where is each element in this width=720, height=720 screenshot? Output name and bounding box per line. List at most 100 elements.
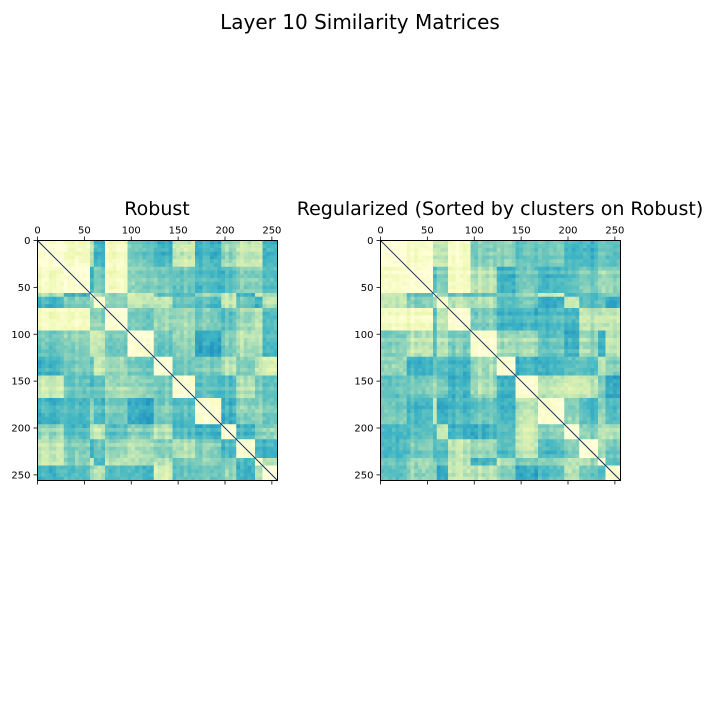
heatmap-cell	[97, 251, 102, 256]
heatmap-cell	[598, 251, 603, 256]
heatmap-cell	[403, 259, 408, 264]
heatmap-cell	[225, 278, 230, 283]
heatmap-cell	[183, 375, 188, 380]
heatmap-cell	[228, 364, 233, 369]
heatmap-cell	[388, 263, 393, 268]
heatmap-cell	[195, 386, 200, 391]
heatmap-cell	[63, 270, 68, 275]
heatmap-cell	[101, 341, 106, 346]
heatmap-cell	[60, 353, 65, 358]
heatmap-cell	[180, 461, 185, 466]
heatmap-cell	[429, 281, 434, 286]
heatmap-cell	[108, 315, 113, 320]
heatmap-cell	[228, 435, 233, 440]
heatmap-cell	[60, 293, 65, 298]
heatmap-cell	[195, 450, 200, 455]
heatmap-cell	[221, 420, 226, 425]
heatmap-cell	[172, 371, 177, 376]
heatmap-cell	[191, 349, 196, 354]
heatmap-cell	[105, 304, 110, 309]
heatmap-cell	[131, 285, 136, 290]
heatmap-cell	[56, 443, 61, 448]
heatmap-cell	[105, 323, 110, 328]
heatmap-cell	[56, 281, 61, 286]
heatmap-cell	[153, 439, 158, 444]
heatmap-cell	[273, 461, 278, 466]
heatmap-cell	[168, 326, 173, 331]
heatmap-cell	[236, 289, 241, 294]
heatmap-cell	[176, 409, 181, 414]
heatmap-cell	[504, 244, 509, 249]
heatmap-cell	[161, 446, 166, 451]
heatmap-cell	[236, 424, 241, 429]
heatmap-cell	[183, 308, 188, 313]
heatmap-cell	[45, 435, 50, 440]
heatmap-cell	[251, 368, 256, 373]
heatmap-cell	[380, 248, 385, 253]
heatmap-cell	[60, 356, 65, 361]
heatmap-cell	[258, 304, 263, 309]
heatmap-cell	[56, 341, 61, 346]
heatmap-cell	[474, 240, 479, 245]
heatmap-cell	[221, 349, 226, 354]
heatmap-cell	[496, 274, 501, 279]
heatmap-cell	[78, 435, 83, 440]
heatmap-cell	[243, 293, 248, 298]
heatmap-cell	[56, 394, 61, 399]
heatmap-cell	[391, 259, 396, 264]
heatmap-cell	[123, 289, 128, 294]
heatmap-cell	[266, 334, 271, 339]
heatmap-cell	[210, 263, 215, 268]
heatmap-cell	[191, 304, 196, 309]
heatmap-cell	[538, 248, 543, 253]
heatmap-cell	[120, 311, 125, 316]
heatmap-cell	[493, 278, 498, 283]
heatmap-cell	[101, 386, 106, 391]
heatmap-cell	[52, 259, 57, 264]
heatmap-cell	[258, 244, 263, 249]
heatmap-cell	[183, 409, 188, 414]
heatmap-cell	[217, 300, 222, 305]
heatmap-cell	[161, 461, 166, 466]
heatmap-cell	[135, 330, 140, 335]
heatmap-cell	[583, 274, 588, 279]
heatmap-cell	[105, 428, 110, 433]
heatmap-cell	[41, 293, 46, 298]
heatmap-cell	[150, 458, 155, 463]
heatmap-cell	[101, 311, 106, 316]
heatmap-cell	[243, 263, 248, 268]
heatmap-cell	[67, 296, 72, 301]
heatmap-cell	[206, 476, 211, 481]
heatmap-cell	[75, 476, 80, 481]
heatmap-cell	[258, 281, 263, 286]
heatmap-cell	[150, 289, 155, 294]
heatmap-cell	[108, 469, 113, 474]
heatmap-cell	[82, 469, 87, 474]
heatmap-cell	[270, 454, 275, 459]
heatmap-cell	[153, 293, 158, 298]
heatmap-cell	[86, 270, 91, 275]
heatmap-cell	[153, 304, 158, 309]
heatmap-cell	[213, 386, 218, 391]
heatmap-cell	[146, 285, 151, 290]
heatmap-cell	[135, 420, 140, 425]
heatmap-cell	[116, 428, 121, 433]
heatmap-cell	[116, 308, 121, 313]
heatmap-cell	[52, 371, 57, 376]
heatmap-cell	[45, 349, 50, 354]
heatmap-cell	[273, 308, 278, 313]
heatmap-cell	[120, 266, 125, 271]
heatmap-cell	[78, 375, 83, 380]
heatmap-cell	[579, 285, 584, 290]
heatmap-cell	[176, 364, 181, 369]
heatmap-cell	[142, 334, 147, 339]
heatmap-cell	[52, 293, 57, 298]
heatmap-cell	[120, 473, 125, 478]
heatmap-cell	[210, 446, 215, 451]
heatmap-cell	[71, 424, 76, 429]
heatmap-cell	[258, 416, 263, 421]
heatmap-cell	[112, 428, 117, 433]
heatmap-cell	[273, 270, 278, 275]
heatmap-cell	[172, 431, 177, 436]
heatmap-cell	[67, 308, 72, 313]
